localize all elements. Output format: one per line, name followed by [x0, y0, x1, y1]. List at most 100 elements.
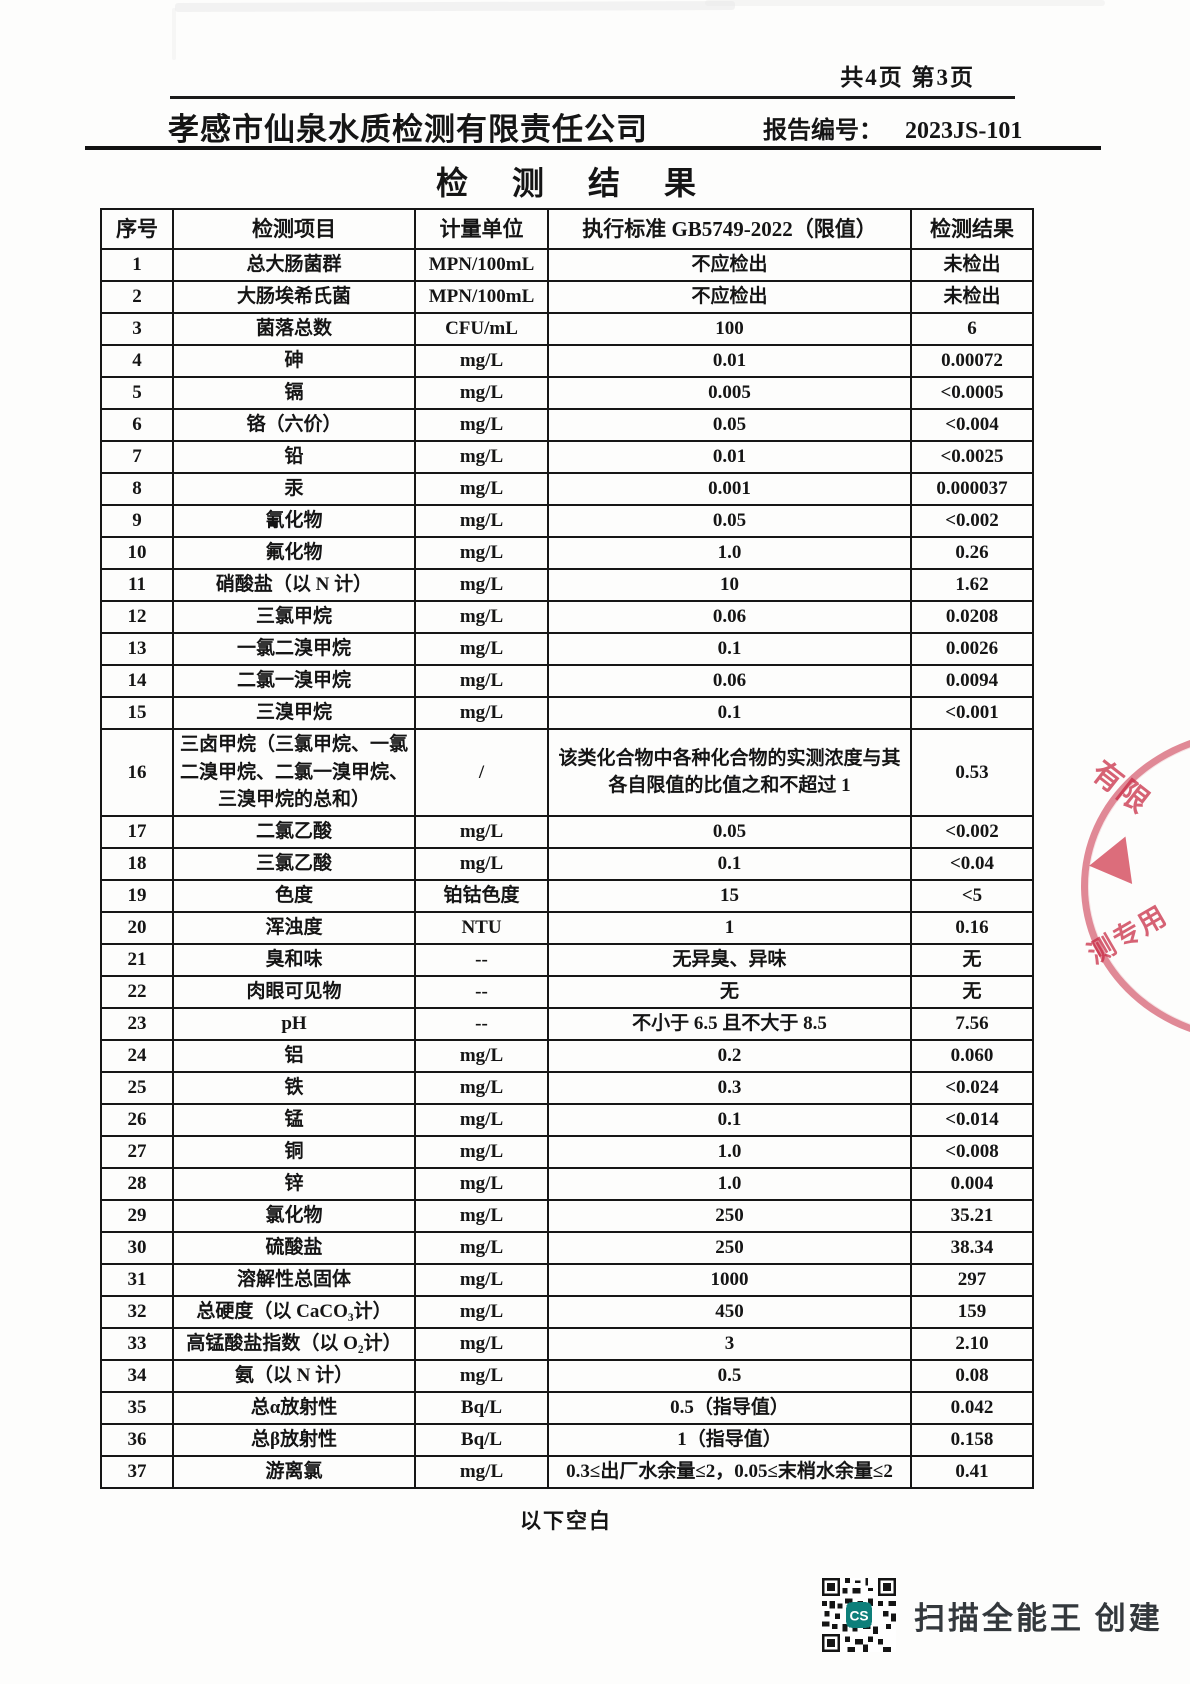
- table-cell: 9: [100, 504, 174, 538]
- table-cell: 159: [910, 1294, 1034, 1329]
- table-cell: 2.10: [910, 1326, 1034, 1361]
- table-cell: mg/L: [414, 472, 549, 506]
- svg-text:CS: CS: [849, 1608, 868, 1623]
- table-cell: 33: [100, 1326, 174, 1361]
- table-cell: 35: [100, 1390, 174, 1425]
- scanner-credit-text: 扫描全能王 创建: [914, 1600, 1163, 1636]
- col-header-item: 检测项目: [172, 208, 416, 250]
- scan-artifact: [172, 8, 176, 60]
- table-cell: mg/L: [414, 1326, 549, 1361]
- table-cell: 三氯甲烷: [172, 600, 416, 634]
- table-row: 4 砷 mg/L 0.01 0.00072: [100, 344, 1034, 378]
- table-row: 27 铜 mg/L 1.0 <0.008: [100, 1134, 1034, 1169]
- table-row: 19 色度 铂钴色度 15 <5: [100, 878, 1034, 913]
- table-cell: 氟化物: [172, 536, 416, 570]
- table-cell: 26: [100, 1102, 174, 1137]
- table-cell: 0.158: [910, 1422, 1034, 1457]
- table-cell: 砷: [172, 344, 416, 378]
- table-cell: 5: [100, 376, 174, 410]
- table-cell: mg/L: [414, 1358, 549, 1393]
- table-cell: 大肠埃希氏菌: [172, 280, 416, 314]
- results-table: 序号 检测项目 计量单位 执行标准 GB5749-2022（限值） 检测结果 1…: [100, 208, 1034, 1489]
- table-cell: 浑浊度: [172, 910, 416, 945]
- table-cell: 0.3: [547, 1070, 912, 1105]
- table-cell: 0.0208: [910, 600, 1034, 634]
- table-header-row: 序号 检测项目 计量单位 执行标准 GB5749-2022（限值） 检测结果: [100, 208, 1034, 250]
- table-cell: 7.56: [910, 1006, 1034, 1041]
- table-cell: 18: [100, 846, 174, 881]
- col-header-index: 序号: [100, 208, 174, 250]
- table-cell: mg/L: [414, 408, 549, 442]
- table-cell: 37: [100, 1454, 174, 1489]
- table-cell: CFU/mL: [414, 312, 549, 346]
- table-cell: 20: [100, 910, 174, 945]
- table-cell: 无: [910, 942, 1034, 977]
- table-row: 9 氰化物 mg/L 0.05 <0.002: [100, 504, 1034, 538]
- table-cell: 24: [100, 1038, 174, 1073]
- table-cell: 3: [100, 312, 174, 346]
- stamp-text-fragment: 测专用: [1082, 899, 1173, 970]
- table-cell: 高锰酸盐指数（以 O₂计）: [172, 1326, 416, 1361]
- table-cell: MPN/100mL: [414, 248, 549, 282]
- table-cell: --: [414, 974, 549, 1009]
- table-cell: 14: [100, 664, 174, 698]
- table-cell: 31: [100, 1262, 174, 1297]
- table-cell: 35.21: [910, 1198, 1034, 1233]
- table-cell: --: [414, 942, 549, 977]
- table-cell: 0.001: [547, 472, 912, 506]
- col-header-unit: 计量单位: [414, 208, 549, 250]
- table-cell: 总β放射性: [172, 1422, 416, 1457]
- table-cell: 游离氯: [172, 1454, 416, 1489]
- scan-artifact: [705, 0, 1105, 6]
- table-cell: /: [414, 728, 549, 817]
- table-cell: <0.002: [910, 504, 1034, 538]
- table-cell: <0.008: [910, 1134, 1034, 1169]
- table-cell: 10: [547, 568, 912, 602]
- table-row: 1 总大肠菌群 MPN/100mL 不应检出 未检出: [100, 248, 1034, 282]
- table-cell: 6: [910, 312, 1034, 346]
- table-row: 30 硫酸盐 mg/L 250 38.34: [100, 1230, 1034, 1265]
- table-cell: 16: [100, 728, 174, 817]
- table-cell: mg/L: [414, 568, 549, 602]
- table-cell: 铅: [172, 440, 416, 474]
- table-cell: 22: [100, 974, 174, 1009]
- table-cell: 36: [100, 1422, 174, 1457]
- table-row: 21 臭和味 -- 无异臭、异味无: [100, 942, 1034, 977]
- table-cell: mg/L: [414, 344, 549, 378]
- table-row: 37 游离氯 mg/L 0.3≤出厂水余量≤2，0.05≤末梢水余量≤2 0.41: [100, 1454, 1034, 1489]
- table-cell: 二氯乙酸: [172, 814, 416, 849]
- table-cell: 10: [100, 536, 174, 570]
- table-cell: mg/L: [414, 1454, 549, 1489]
- table-cell: 氯化物: [172, 1198, 416, 1233]
- page-title: 检 测 结 果: [435, 165, 714, 201]
- table-cell: 溶解性总固体: [172, 1262, 416, 1297]
- table-cell: 无异臭、异味: [547, 942, 912, 977]
- table-cell: 38.34: [910, 1230, 1034, 1265]
- table-cell: 0.53: [910, 728, 1034, 817]
- table-row: 33 高锰酸盐指数（以 O₂计） mg/L 3 2.10: [100, 1326, 1034, 1361]
- table-cell: 不应检出: [547, 248, 912, 282]
- scanner-credit: CS 扫描全能王 创建: [822, 1578, 1163, 1652]
- table-row: 34 氨（以 N 计） mg/L 0.5 0.08: [100, 1358, 1034, 1393]
- table-cell: 11: [100, 568, 174, 602]
- table-row: 32 总硬度（以 CaCO₃计） mg/L 450 159: [100, 1294, 1034, 1329]
- table-cell: <0.04: [910, 846, 1034, 881]
- table-row: 14 二氯一溴甲烷 mg/L 0.06 0.0094: [100, 664, 1034, 698]
- table-cell: <0.0025: [910, 440, 1034, 474]
- table-row: 29 氯化物 mg/L 250 35.21: [100, 1198, 1034, 1233]
- table-cell: 32: [100, 1294, 174, 1329]
- table-cell: 23: [100, 1006, 174, 1041]
- col-header-result: 检测结果: [910, 208, 1034, 250]
- table-cell: <5: [910, 878, 1034, 913]
- table-cell: 氰化物: [172, 504, 416, 538]
- table-cell: 硝酸盐（以 N 计）: [172, 568, 416, 602]
- red-seal-stamp: 有限 测专用: [1075, 729, 1190, 1043]
- table-cell: 21: [100, 942, 174, 977]
- table-cell: 0.08: [910, 1358, 1034, 1393]
- table-cell: 0.01: [547, 344, 912, 378]
- table-cell: 25: [100, 1070, 174, 1105]
- table-cell: 450: [547, 1294, 912, 1329]
- table-row: 23 pH -- 不小于 6.5 且不大于 8.5 7.56: [100, 1006, 1034, 1041]
- table-row: 24 铝 mg/L 0.2 0.060: [100, 1038, 1034, 1073]
- table-cell: 0.1: [547, 632, 912, 666]
